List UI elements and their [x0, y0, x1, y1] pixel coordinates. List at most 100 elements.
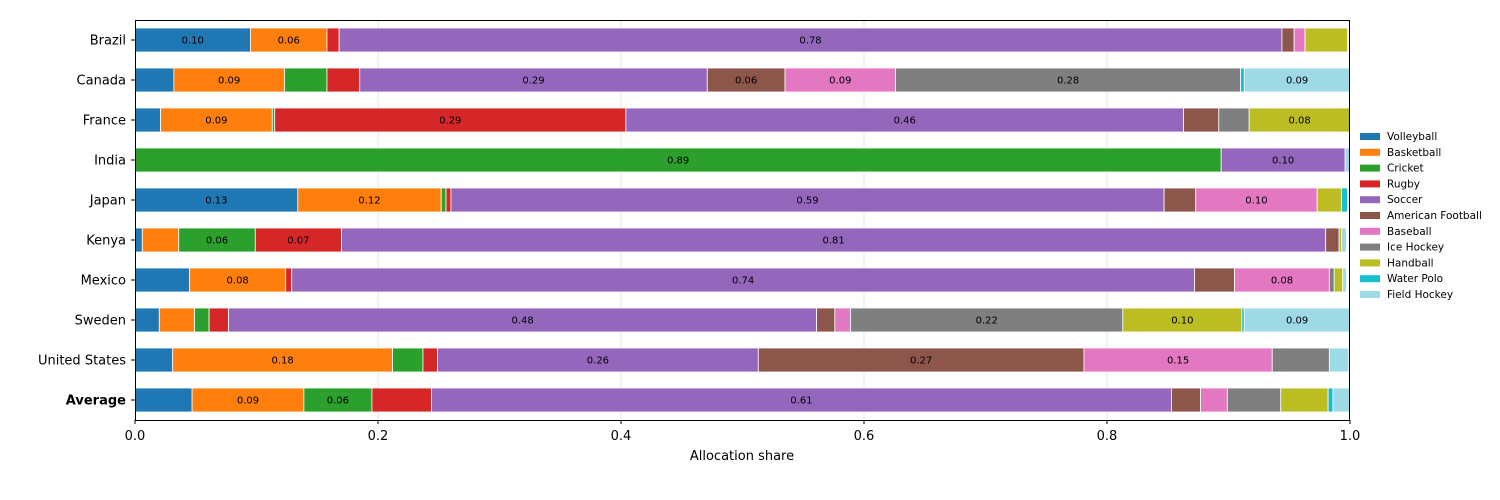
bar-value-label: 0.12 [358, 196, 380, 207]
y-tick-label: Sweden [75, 314, 126, 329]
legend-swatch [1360, 259, 1380, 267]
bar-segment [1194, 267, 1235, 293]
legend-swatch [1360, 212, 1380, 219]
bar-segment [284, 67, 328, 93]
bar-segment [194, 307, 210, 333]
bar-segment [297, 187, 442, 213]
bar-value-label: 0.59 [796, 196, 818, 207]
legend-label: Water Polo [1387, 273, 1443, 285]
bar-value-label: 0.13 [205, 196, 227, 207]
legend-label: Basketball [1387, 147, 1441, 159]
bar-segment [706, 67, 786, 93]
bar-segment [134, 27, 251, 53]
x-tick-label: 0.4 [611, 429, 632, 444]
bar-segment [1163, 187, 1197, 213]
bar-segment [440, 187, 447, 213]
bar-value-label: 0.78 [799, 36, 821, 47]
legend: Volleyball Basketball Cricket Rugby Soccer Am… [1360, 131, 1482, 301]
legend-swatch [1360, 133, 1380, 140]
bar-segment [1271, 347, 1330, 373]
bar-segment [303, 387, 373, 413]
bar-value-label: 0.10 [182, 36, 204, 47]
bar-segment [1200, 387, 1228, 413]
bar-value-label: 0.06 [206, 236, 228, 247]
bar-segment [1280, 387, 1329, 413]
bar-value-label: 0.26 [587, 356, 609, 367]
bar-value-labels: 0.10 0.06 0.78 0.09 0.29 0.06 0.09 0.28 0.09 0.09… [182, 36, 1311, 407]
legend-label: Cricket [1387, 163, 1424, 175]
legend-swatch [1360, 180, 1380, 188]
legend-label: Ice Hockey [1387, 242, 1444, 254]
bar-segment [1218, 107, 1250, 133]
bar-value-label: 0.28 [1057, 76, 1079, 87]
bar-value-label: 0.74 [732, 276, 754, 287]
bar-value-label: 0.09 [1286, 76, 1308, 87]
bar-segment [1183, 107, 1220, 133]
x-tick-label: 0.6 [854, 429, 875, 444]
bar-value-label: 0.81 [822, 236, 844, 247]
bar-segment [1341, 187, 1348, 213]
bar-segment [341, 227, 1327, 253]
x-tick-label: 0.8 [1097, 429, 1118, 444]
bar-segment [625, 107, 1184, 133]
bars [134, 27, 1351, 413]
bar-segment [1226, 387, 1282, 413]
bar-value-label: 0.09 [1286, 316, 1308, 327]
bar-segment [1333, 267, 1344, 293]
legend-swatch [1360, 164, 1380, 172]
bar-value-label: 0.22 [976, 316, 998, 327]
bar-segment [326, 27, 340, 53]
y-tick-label: Canada [77, 74, 126, 89]
bar-segment [141, 227, 180, 253]
bar-segment [834, 307, 852, 333]
bar-segment [1304, 27, 1348, 53]
legend-label: American Football [1387, 210, 1482, 222]
bar-segment [1122, 307, 1243, 333]
bar-value-label: 0.09 [829, 76, 851, 87]
bar-value-label: 0.10 [1272, 156, 1294, 167]
bar-value-label: 0.61 [790, 396, 812, 407]
x-axis: 0.0 0.2 0.4 0.6 0.8 1.0 [125, 420, 1360, 444]
y-tick-label: Japan [89, 194, 126, 209]
y-tick-label: Average [66, 394, 126, 409]
bar-segment [208, 307, 229, 333]
bar-value-label: 0.06 [278, 36, 300, 47]
bar-segment [1342, 267, 1347, 293]
x-tick-label: 0.0 [125, 429, 146, 444]
bar-segment [134, 387, 193, 413]
bar-value-label: 0.15 [1167, 356, 1189, 367]
bar-segment [1328, 267, 1335, 293]
bar-value-label: 0.09 [218, 76, 240, 87]
bar-segment [437, 347, 759, 373]
bar-segment [1293, 27, 1306, 53]
bar-segment [1243, 307, 1351, 333]
bar-segment [450, 187, 1165, 213]
bar-segment [757, 347, 1085, 373]
bar-segment [816, 307, 836, 333]
bar-value-label: 0.89 [667, 156, 689, 167]
bar-segment [172, 347, 393, 373]
bar-segment [134, 347, 174, 373]
legend-swatch [1360, 227, 1380, 235]
legend-swatch [1360, 148, 1380, 156]
bar-segment [1240, 67, 1245, 93]
bar-segment [134, 307, 160, 333]
bar-segment [1281, 27, 1295, 53]
bar-segment [285, 267, 293, 293]
bar-segment [1328, 347, 1350, 373]
bar-value-label: 0.18 [271, 356, 293, 367]
bar-segment [422, 347, 438, 373]
bar-segment [371, 387, 432, 413]
bar-segment [173, 67, 285, 93]
bar-segment [1170, 387, 1201, 413]
bar-value-label: 0.07 [287, 236, 309, 247]
legend-label: Soccer [1387, 194, 1423, 206]
bar-segment [189, 267, 287, 293]
legend-label: Volleyball [1387, 131, 1437, 143]
bar-segment [134, 67, 175, 93]
bar-segment [250, 27, 328, 53]
bar-value-label: 0.10 [1245, 196, 1267, 207]
legend-swatch [1360, 275, 1380, 283]
bar-segment [134, 187, 299, 213]
